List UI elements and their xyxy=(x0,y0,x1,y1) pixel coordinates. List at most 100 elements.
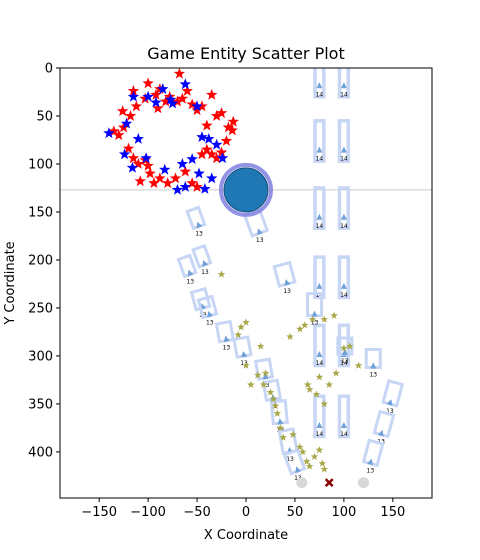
olive-star xyxy=(320,465,329,473)
column-vehicle-marker xyxy=(316,282,323,289)
olive-star xyxy=(266,388,275,396)
column-vehicle-outline xyxy=(313,68,326,99)
olive-star xyxy=(345,342,354,350)
vehicle-label: 13 xyxy=(294,475,302,482)
blue-star xyxy=(210,138,223,150)
red-star xyxy=(154,172,166,184)
blue-star xyxy=(196,131,208,142)
vehicle xyxy=(282,448,307,476)
red-star xyxy=(116,105,129,117)
olive-star xyxy=(296,325,304,333)
vehicle-marker xyxy=(223,335,230,343)
gray-circle xyxy=(296,477,308,489)
column-vehicle-label: 14 xyxy=(316,431,324,438)
vehicle-marker xyxy=(284,279,291,286)
column-vehicle-outline xyxy=(313,394,326,439)
column-vehicle-outline xyxy=(313,323,326,368)
vehicle xyxy=(381,379,405,408)
column-vehicle-outline xyxy=(337,186,351,231)
vehicle xyxy=(232,335,253,359)
olive-star xyxy=(332,369,340,377)
blue-star xyxy=(142,90,154,102)
x-tick-label: 0 xyxy=(242,505,250,520)
vehicle-label: 13 xyxy=(311,320,319,327)
olive-star xyxy=(296,443,304,451)
vehicle-marker xyxy=(386,399,393,406)
red-star xyxy=(152,102,164,114)
vehicle xyxy=(214,319,236,344)
column-vehicle-label: 14 xyxy=(340,292,348,299)
vehicle-label: 13 xyxy=(223,345,231,352)
column-vehicle-outline xyxy=(337,255,351,300)
olive-star xyxy=(300,321,309,329)
vehicle xyxy=(306,292,324,318)
vehicle-label: 13 xyxy=(283,288,291,295)
column-vehicle-label: 14 xyxy=(316,292,324,299)
red-star xyxy=(160,95,172,107)
red-star xyxy=(161,177,174,189)
vehicle-label: 13 xyxy=(206,320,214,327)
y-tick-label: 250 xyxy=(28,301,53,316)
olive-star xyxy=(315,373,324,381)
column-vehicle-marker xyxy=(340,146,347,153)
red-star xyxy=(222,121,235,133)
blue-star xyxy=(150,96,162,108)
player-outline xyxy=(219,162,273,217)
column-vehicle-label: 14 xyxy=(316,91,324,98)
red-star xyxy=(130,100,143,112)
column-vehicle-marker xyxy=(340,282,347,289)
red-star xyxy=(150,88,162,100)
olive-star xyxy=(217,270,226,278)
olive-star xyxy=(305,462,314,470)
olive-star xyxy=(279,433,287,441)
olive-star xyxy=(305,385,314,393)
red-star xyxy=(227,115,239,127)
x-tick-label: −150 xyxy=(81,505,117,520)
blue-star xyxy=(206,172,218,184)
vehicle xyxy=(191,243,213,269)
blue-star xyxy=(186,153,198,165)
olive-star xyxy=(271,401,280,410)
y-tick-label: 0 xyxy=(45,62,53,77)
y-tick-label: 150 xyxy=(28,205,53,220)
red-star xyxy=(220,134,233,146)
vehicle-marker xyxy=(257,228,263,236)
olive-star xyxy=(256,342,265,350)
red-star xyxy=(210,152,223,164)
y-tick-label: 200 xyxy=(28,253,53,268)
olive-star xyxy=(354,361,363,369)
red-star xyxy=(186,177,198,189)
blue-star xyxy=(191,100,203,112)
red-star xyxy=(206,88,218,100)
red-star xyxy=(191,104,203,116)
vehicle xyxy=(185,205,207,231)
column-vehicle-outline xyxy=(337,394,351,439)
red-star xyxy=(142,77,154,89)
red-star xyxy=(127,85,140,96)
olive-star xyxy=(237,323,245,331)
olive-star xyxy=(276,423,285,432)
red-star xyxy=(108,125,120,137)
column-vehicle-marker xyxy=(316,146,323,153)
blue-star xyxy=(171,183,184,195)
column-vehicle-marker xyxy=(340,422,347,429)
column-vehicle-label: 14 xyxy=(340,91,348,98)
y-tick-label: 100 xyxy=(28,157,53,172)
olive-star xyxy=(253,371,262,379)
red-star xyxy=(148,177,160,189)
vehicle xyxy=(372,409,396,439)
x-tick-label: 50 xyxy=(287,505,304,520)
olive-star xyxy=(310,452,319,460)
vehicle-label: 13 xyxy=(286,456,294,463)
vehicle-marker xyxy=(241,351,248,358)
vehicle-label: 13 xyxy=(195,230,203,237)
olive-star xyxy=(242,318,250,326)
vehicle-label: 13 xyxy=(386,408,394,415)
red-star xyxy=(226,124,238,136)
blue-star xyxy=(103,127,115,139)
cross-marker xyxy=(324,478,334,488)
column-vehicle-marker xyxy=(316,351,323,358)
red-star xyxy=(215,107,228,118)
column-vehicle-marker xyxy=(340,82,347,89)
